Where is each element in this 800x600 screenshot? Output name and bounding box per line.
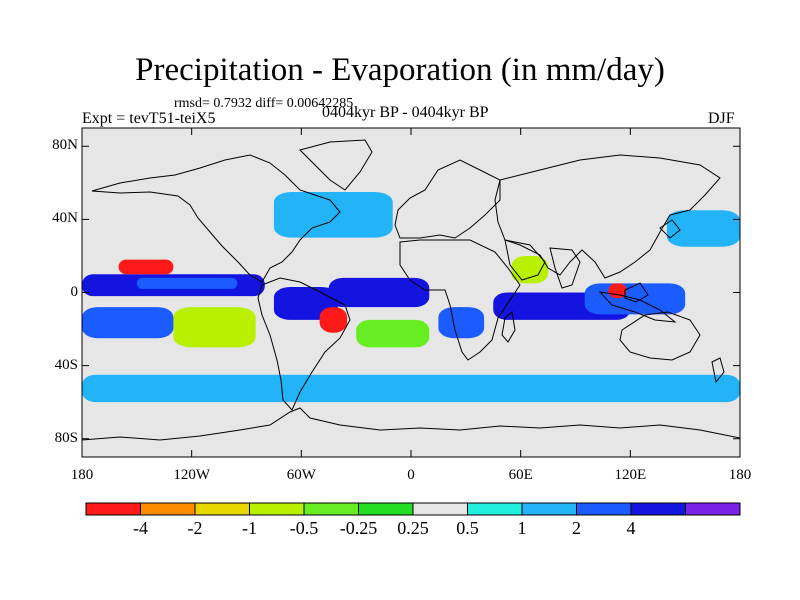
colorbar-label-9: 4 — [626, 518, 636, 538]
colorbar-swatch-4 — [303, 502, 359, 516]
lat-label-0: 0 — [70, 283, 79, 300]
lat-label-80S: 80S — [54, 429, 78, 446]
coastline-japan — [659, 219, 681, 239]
colorbar — [85, 502, 741, 516]
colorbar-label-2: -1 — [242, 518, 257, 538]
coastline-india — [549, 247, 581, 289]
colorbar-label-5: 0.25 — [397, 518, 429, 538]
field-patch-7 — [328, 277, 430, 308]
lat-label-80N: 80N — [52, 137, 78, 154]
lat-label-40N: 40N — [52, 210, 78, 227]
field-patch-16 — [82, 374, 740, 403]
coastline-north-america — [91, 154, 341, 283]
coastline-south-america — [257, 277, 351, 411]
coastline-europe — [394, 159, 501, 239]
coastline-africa — [399, 239, 521, 361]
colorbar-label-8: 2 — [572, 518, 581, 538]
colorbar-swatch-8 — [521, 502, 577, 516]
coastline-madagascar — [501, 311, 516, 343]
colorbar-swatch-7 — [467, 502, 523, 516]
field-patch-1 — [136, 277, 238, 289]
field-patch-9 — [438, 307, 485, 339]
lon-label-3: 0 — [407, 467, 415, 483]
season-label: DJF — [708, 110, 735, 127]
field-patch-6 — [319, 307, 348, 333]
coastline-asia — [494, 154, 721, 279]
coastline-indonesia — [598, 291, 677, 323]
colorbar-swatch-6 — [412, 502, 468, 516]
field-patch-3 — [173, 307, 256, 348]
field-patch-2 — [118, 259, 174, 275]
colorbar-swatch-9 — [576, 502, 632, 516]
colorbar-label-1: -2 — [187, 518, 203, 538]
colorbar-swatch-0 — [85, 502, 141, 516]
rmsd-diff-stats: rmsd= 0.7932 diff= 0.00642285 — [174, 96, 354, 111]
coastlines — [82, 139, 740, 441]
colorbar-swatch-10 — [630, 502, 686, 516]
lon-label-6: 180 — [728, 467, 752, 483]
field-patch-11 — [511, 255, 549, 284]
lon-ticks — [81, 128, 741, 457]
lat-ticks — [82, 145, 740, 440]
lat-label-40S: 40S — [54, 356, 78, 373]
coastline-arabia — [504, 239, 546, 281]
colorbar-label-7: 1 — [517, 518, 527, 538]
colorbar-swatch-5 — [358, 502, 414, 516]
field-patch-14 — [273, 191, 393, 238]
colorbar-label-3: -0.5 — [289, 518, 319, 538]
coastline-greenland — [299, 139, 373, 191]
lon-label-1: 120W — [173, 467, 210, 483]
period-label: 0404kyr BP - 0404kyr BP — [322, 104, 489, 121]
colorbar-swatch-3 — [249, 502, 305, 516]
coastline-australia — [619, 311, 701, 361]
lon-label-4: 60E — [508, 467, 533, 483]
colorbar-swatch-2 — [194, 502, 250, 516]
lon-label-5: 120E — [614, 467, 647, 483]
lon-label-2: 60W — [286, 467, 316, 483]
field-patch-8 — [356, 319, 430, 348]
colorbar-swatch-11 — [685, 502, 741, 516]
colorbar-swatch-1 — [140, 502, 196, 516]
coastline-borneo — [624, 282, 649, 303]
colorbar-label-6: 0.5 — [456, 518, 479, 538]
lon-label-0: 180 — [70, 467, 94, 483]
field-layer — [82, 191, 740, 403]
map-title: Precipitation - Evaporation (in mm/day) — [135, 52, 665, 88]
field-patch-4 — [82, 307, 174, 339]
coastline-new-zealand — [711, 357, 725, 384]
field-patch-15 — [666, 210, 740, 247]
coastline-antarctica — [82, 407, 740, 441]
colorbar-label-0: -4 — [133, 518, 148, 538]
colorbar-label-4: -0.25 — [339, 518, 378, 538]
experiment-label: Expt = tevT51-teiX5 — [82, 110, 216, 127]
